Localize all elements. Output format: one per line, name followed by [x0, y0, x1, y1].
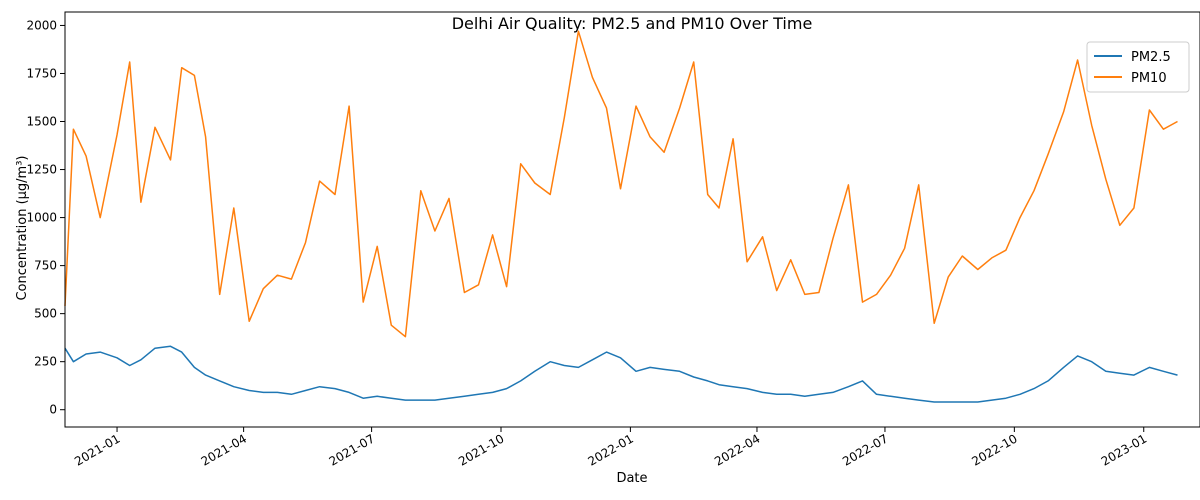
y-tick-label: 750	[34, 259, 57, 273]
y-tick-label: 1250	[26, 163, 57, 177]
legend-label-pm10: PM10	[1131, 71, 1167, 86]
y-axis-ticks: 0 250 500 750 1000 1250 1500 1750 2000	[26, 18, 65, 417]
chart-title: Delhi Air Quality: PM2.5 and PM10 Over T…	[452, 14, 813, 33]
y-tick-label: 1500	[26, 115, 57, 129]
series-line-pm25	[64, 345, 1178, 403]
series-layer	[64, 30, 1178, 403]
y-tick-label: 500	[34, 307, 57, 321]
y-tick-label: 1000	[26, 211, 57, 225]
y-tick-label: 0	[49, 403, 57, 417]
series-line-pm10	[64, 30, 1178, 338]
y-tick-label: 2000	[26, 18, 57, 32]
plot-area-frame	[64, 11, 1200, 428]
x-axis-label: Date	[616, 471, 647, 486]
legend-box	[1086, 41, 1190, 93]
legend-label-pm25: PM2.5	[1131, 50, 1171, 65]
y-axis-label: Concentration (µg/m³)	[15, 155, 30, 300]
legend: PM2.5 PM10	[1086, 41, 1190, 93]
y-tick-label: 1750	[26, 66, 57, 80]
y-tick-label: 250	[34, 355, 57, 369]
